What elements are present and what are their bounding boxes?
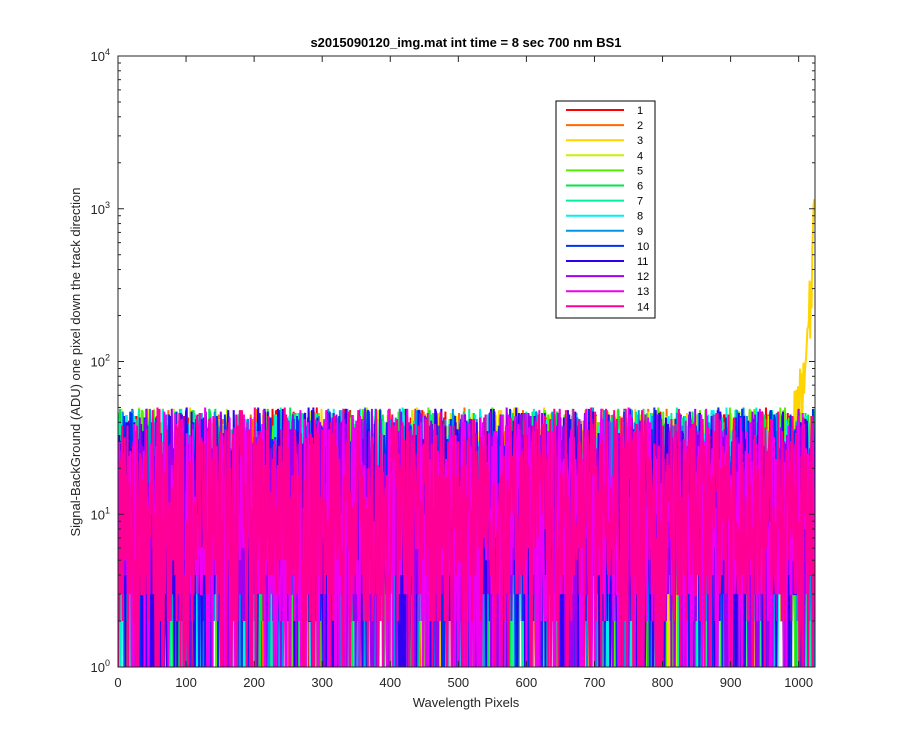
x-axis-title: Wavelength Pixels xyxy=(413,695,520,710)
y-tick-label: 100 xyxy=(91,658,110,675)
legend-entry-14: 14 xyxy=(566,301,649,313)
legend-entry-7: 7 xyxy=(566,196,643,208)
x-tick-label: 400 xyxy=(379,675,401,690)
legend-label: 13 xyxy=(637,286,649,298)
x-axis-ticks: 0 100 200 300 400 500 600 700 800 900 1000 xyxy=(114,56,813,690)
x-tick-label: 600 xyxy=(516,675,538,690)
x-tick-label: 800 xyxy=(652,675,674,690)
legend-box xyxy=(555,100,656,319)
legend-label: 6 xyxy=(637,181,643,193)
legend-entry-11: 11 xyxy=(566,256,648,268)
legend-entry-4: 4 xyxy=(566,150,643,162)
legend-label: 8 xyxy=(637,211,643,223)
x-tick-label: 0 xyxy=(114,675,121,690)
legend-entry-2: 2 xyxy=(566,120,643,132)
legend-entry-8: 8 xyxy=(566,211,643,223)
y-tick-exponent: 4 xyxy=(105,47,110,57)
y-tick-base: 10 xyxy=(91,660,105,675)
legend-label: 7 xyxy=(637,196,643,208)
series-layer xyxy=(118,199,815,667)
legend-entry-3: 3 xyxy=(566,135,643,147)
y-tick-base: 10 xyxy=(91,507,105,522)
legend-label: 12 xyxy=(637,271,649,283)
legend-label: 10 xyxy=(637,241,649,253)
chart-title: s2015090120_img.mat int time = 8 sec 700… xyxy=(310,35,621,50)
legend-entry-10: 10 xyxy=(566,241,649,253)
legend-entry-13: 13 xyxy=(566,286,649,298)
legend-label: 14 xyxy=(637,301,649,313)
y-tick-base: 10 xyxy=(91,355,105,370)
y-tick-label: 104 xyxy=(91,47,110,64)
x-tick-label: 500 xyxy=(447,675,469,690)
x-tick-label: 300 xyxy=(311,675,333,690)
y-tick-exponent: 1 xyxy=(105,505,110,515)
legend-entry-9: 9 xyxy=(566,226,643,238)
y-tick-exponent: 3 xyxy=(105,200,110,210)
legend-label: 5 xyxy=(637,165,643,177)
y-tick-base: 10 xyxy=(91,202,105,217)
y-tick-label: 102 xyxy=(91,353,110,370)
x-tick-label: 900 xyxy=(720,675,742,690)
legend-entry-6: 6 xyxy=(566,181,643,193)
y-tick-base: 10 xyxy=(91,49,105,64)
y-tick-label: 101 xyxy=(91,505,110,522)
y-tick-label: 103 xyxy=(91,200,110,217)
x-tick-label: 700 xyxy=(584,675,606,690)
legend-entry-12: 12 xyxy=(566,271,649,283)
x-tick-label: 200 xyxy=(243,675,265,690)
series-line-14 xyxy=(118,407,815,667)
y-tick-exponent: 2 xyxy=(105,353,110,363)
legend-label: 11 xyxy=(637,256,648,268)
legend-label: 4 xyxy=(637,150,643,162)
legend-label: 1 xyxy=(637,105,643,117)
legend-label: 9 xyxy=(637,226,643,238)
x-tick-label: 100 xyxy=(175,675,197,690)
legend-entry-1: 1 xyxy=(566,105,643,117)
y-axis-title: Signal-BackGround (ADU) one pixel down t… xyxy=(68,187,83,536)
y-tick-exponent: 0 xyxy=(105,658,110,668)
legend-label: 3 xyxy=(637,135,643,147)
legend-label: 2 xyxy=(637,120,643,132)
legend-entry-5: 5 xyxy=(566,165,643,177)
x-tick-label: 1000 xyxy=(784,675,813,690)
